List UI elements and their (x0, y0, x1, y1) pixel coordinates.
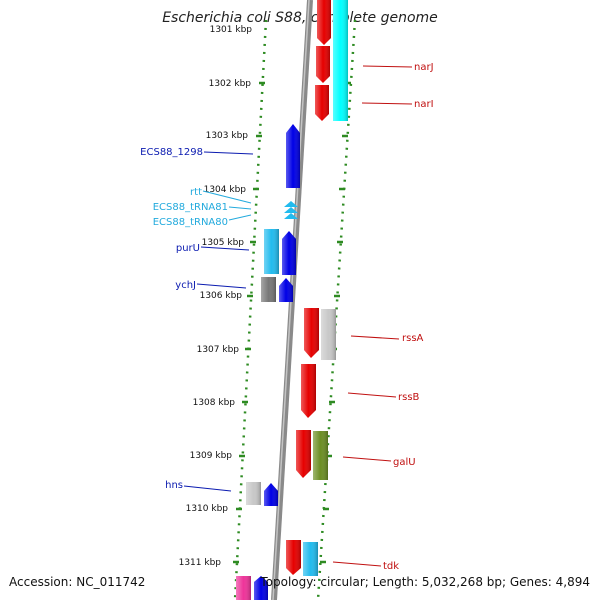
leader-line (200, 246, 250, 251)
leader-line (202, 190, 252, 204)
gene-label-tdk[interactable]: tdk (383, 561, 399, 572)
leader-line (361, 102, 413, 105)
leader-line (347, 392, 397, 398)
tick-label: 1302 kbp (209, 79, 252, 89)
leader-line (196, 283, 247, 289)
tick-label: 1301 kbp (210, 25, 253, 35)
accession-label: Accession: NC_011742 (9, 575, 146, 589)
gene-label-hns[interactable]: hns (165, 480, 183, 491)
leader-line (332, 561, 382, 567)
gene-purU-arrow[interactable] (282, 231, 296, 275)
genome-title: Escherichia coli S88, complete genome (162, 10, 438, 26)
tick-label: 1306 kbp (200, 291, 243, 301)
tick-marks (233, 81, 265, 564)
tick-label: 1310 kbp (186, 504, 229, 514)
right-guide-line (316, 19, 357, 600)
tick-label: 1308 kbp (193, 398, 236, 408)
gene-arrow-red[interactable] (317, 0, 331, 45)
gene-ychJ-arrow[interactable] (279, 278, 293, 302)
leader-line (228, 214, 252, 221)
gene-bottom-blue-arrow[interactable] (254, 576, 268, 600)
gene-label-ECS88_tRNA81[interactable]: ECS88_tRNA81 (153, 202, 228, 213)
leader-line (350, 335, 400, 340)
gene-tdk-arrow[interactable] (286, 540, 301, 575)
gene-grey-box[interactable] (321, 309, 336, 360)
gene-label-rssB[interactable]: rssB (398, 392, 420, 403)
gene-purU-sky-box[interactable] (264, 229, 279, 274)
gene-trna-arrows[interactable] (284, 201, 298, 219)
tick-label: 1311 kbp (179, 558, 222, 568)
left-guide-line (233, 19, 268, 600)
gene-cyan-bar[interactable] (333, 0, 348, 121)
gene-label-narJ[interactable]: narJ (414, 62, 434, 73)
gene-label-galU[interactable]: galU (393, 457, 416, 468)
gene-rssB-arrow[interactable] (301, 364, 316, 418)
gene-narI-arrow[interactable] (315, 85, 329, 121)
gene-label-rtt[interactable]: rtt (190, 187, 202, 198)
tick-label: 1305 kbp (202, 238, 245, 248)
gene-label-ECS88_1298[interactable]: ECS88_1298 (140, 147, 203, 158)
leader-line (342, 456, 392, 462)
tick-label: 1309 kbp (190, 451, 233, 461)
gene-label-ychJ[interactable]: ychJ (175, 280, 196, 291)
gene-narJ-arrow[interactable] (316, 46, 330, 83)
gene-rssA-arrow[interactable] (304, 308, 319, 358)
gene-magenta-box[interactable] (236, 576, 251, 600)
gene-olive-box[interactable] (313, 431, 328, 480)
leader-line (183, 485, 232, 492)
tick-label: 1304 kbp (204, 185, 247, 195)
leader-line (228, 206, 252, 210)
gene-label-narI[interactable]: narI (414, 99, 434, 110)
leader-line (203, 151, 254, 155)
gene-ychJ-grey-box[interactable] (261, 277, 276, 302)
gene-ECS88_1298-arrow[interactable] (286, 124, 300, 188)
gene-label-ECS88_tRNA80[interactable]: ECS88_tRNA80 (153, 217, 228, 228)
tick-label: 1307 kbp (197, 345, 240, 355)
gene-sky-box[interactable] (303, 542, 318, 576)
gene-hns-grey-box[interactable] (246, 482, 261, 505)
gene-label-rssA[interactable]: rssA (402, 333, 424, 344)
gene-galU-arrow[interactable] (296, 430, 311, 478)
gene-label-purU[interactable]: purU (176, 243, 200, 254)
leader-line (362, 65, 413, 68)
topology-summary: Topology: circular; Length: 5,032,268 bp… (260, 575, 590, 589)
gene-hns-arrow[interactable] (264, 483, 278, 506)
tick-label: 1303 kbp (206, 131, 249, 141)
